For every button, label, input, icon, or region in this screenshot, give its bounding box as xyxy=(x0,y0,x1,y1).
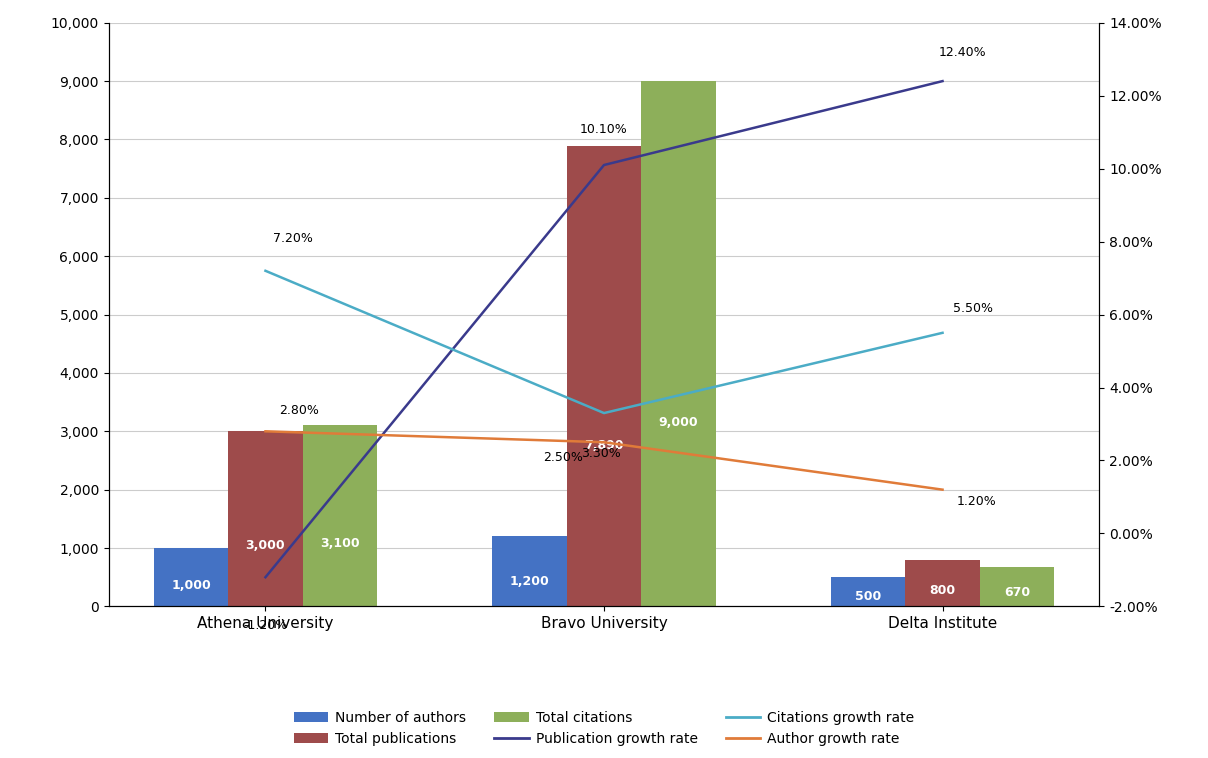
Author growth rate xyxy=(935,485,949,494)
Citations growth rate xyxy=(935,328,949,337)
Bar xyxy=(228,431,303,606)
Text: -1.20%: -1.20% xyxy=(243,619,288,632)
Text: 7,890: 7,890 xyxy=(585,439,623,452)
Text: 1,200: 1,200 xyxy=(510,575,550,588)
Text: 3,000: 3,000 xyxy=(245,539,285,552)
Bar xyxy=(905,559,980,606)
Citations growth rate xyxy=(259,266,273,275)
Text: 2.80%: 2.80% xyxy=(279,404,319,417)
Bar xyxy=(493,537,567,606)
Publication growth rate xyxy=(935,77,949,86)
Line: Publication growth rate: Publication growth rate xyxy=(266,81,942,578)
Text: 500: 500 xyxy=(855,590,881,603)
Author growth rate xyxy=(259,427,273,436)
Line: Author growth rate: Author growth rate xyxy=(266,431,942,490)
Text: 5.50%: 5.50% xyxy=(953,302,993,315)
Legend: Number of authors, Total publications, Total citations, Publication growth rate,: Number of authors, Total publications, T… xyxy=(288,705,920,751)
Text: 9,000: 9,000 xyxy=(658,416,698,429)
Publication growth rate xyxy=(597,161,611,170)
Text: 670: 670 xyxy=(1004,586,1030,600)
Bar xyxy=(567,146,641,606)
Text: 10.10%: 10.10% xyxy=(580,123,628,136)
Citations growth rate xyxy=(597,409,611,418)
Text: 2.50%: 2.50% xyxy=(544,451,583,464)
Text: 7.20%: 7.20% xyxy=(273,232,313,246)
Bar xyxy=(980,567,1055,606)
Line: Citations growth rate: Citations growth rate xyxy=(266,271,942,413)
Text: 1,000: 1,000 xyxy=(172,579,211,593)
Bar xyxy=(641,81,715,606)
Bar xyxy=(831,578,905,606)
Bar xyxy=(303,425,377,606)
Text: 1.20%: 1.20% xyxy=(957,495,997,508)
Text: 12.40%: 12.40% xyxy=(939,46,987,59)
Publication growth rate xyxy=(259,573,273,582)
Bar xyxy=(153,548,228,606)
Text: 3,100: 3,100 xyxy=(320,537,360,550)
Text: 3.30%: 3.30% xyxy=(581,447,621,461)
Author growth rate xyxy=(597,437,611,446)
Text: 800: 800 xyxy=(929,584,956,597)
